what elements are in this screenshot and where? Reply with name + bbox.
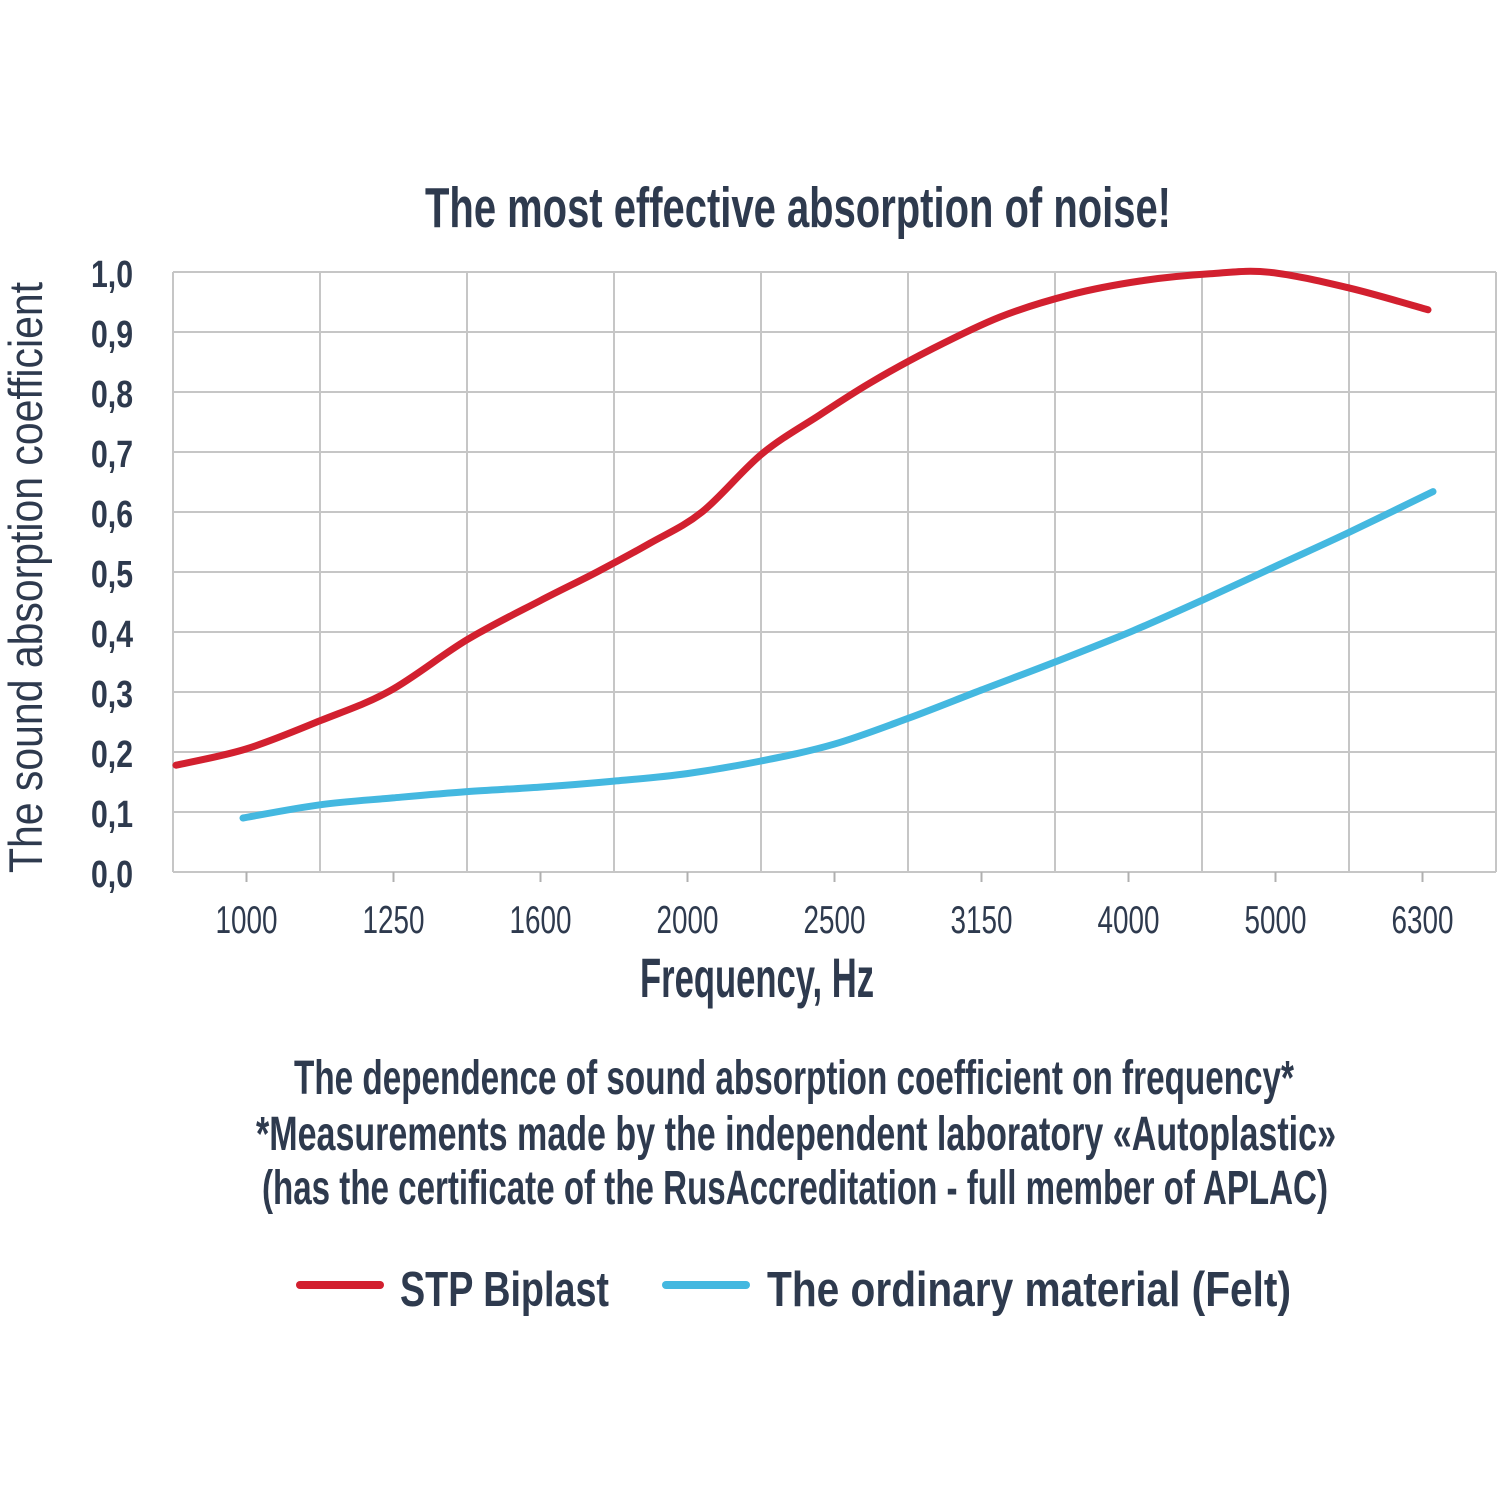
svg-text:0,5: 0,5 — [91, 554, 133, 596]
svg-text:0,1: 0,1 — [91, 794, 133, 836]
svg-text:The sound absorption coefficie: The sound absorption coefficient — [0, 282, 52, 873]
svg-text:1000: 1000 — [216, 899, 278, 942]
svg-text:0,2: 0,2 — [91, 734, 133, 776]
svg-text:0,7: 0,7 — [91, 434, 133, 476]
svg-text:The dependence of sound absorp: The dependence of sound absorption coeff… — [294, 1052, 1294, 1105]
svg-text:0,0: 0,0 — [91, 854, 133, 896]
svg-text:1600: 1600 — [510, 899, 572, 942]
svg-text:4000: 4000 — [1098, 899, 1160, 942]
svg-text:3150: 3150 — [951, 899, 1013, 942]
svg-text:1,0: 1,0 — [91, 254, 133, 296]
svg-text:*Measurements made by the inde: *Measurements made by the independent la… — [256, 1108, 1336, 1161]
svg-text:2000: 2000 — [657, 899, 719, 942]
svg-text:0,4: 0,4 — [91, 614, 133, 656]
svg-text:Frequency, Hz: Frequency, Hz — [640, 946, 874, 1009]
svg-text:0,3: 0,3 — [91, 674, 133, 716]
svg-text:The most effective absorption: The most effective absorption of noise! — [425, 176, 1171, 240]
svg-text:6300: 6300 — [1392, 899, 1454, 942]
svg-text:1250: 1250 — [363, 899, 425, 942]
svg-text:STP Biplast: STP Biplast — [400, 1263, 609, 1317]
svg-text:0,9: 0,9 — [91, 314, 133, 356]
svg-text:2500: 2500 — [804, 899, 866, 942]
svg-text:5000: 5000 — [1245, 899, 1307, 942]
svg-text:(has the certificate of the Ru: (has the certificate of the RusAccredita… — [262, 1162, 1328, 1215]
svg-text:0,6: 0,6 — [91, 494, 133, 536]
svg-text:0,8: 0,8 — [91, 374, 133, 416]
svg-text:The ordinary material (Felt): The ordinary material (Felt) — [767, 1263, 1291, 1317]
